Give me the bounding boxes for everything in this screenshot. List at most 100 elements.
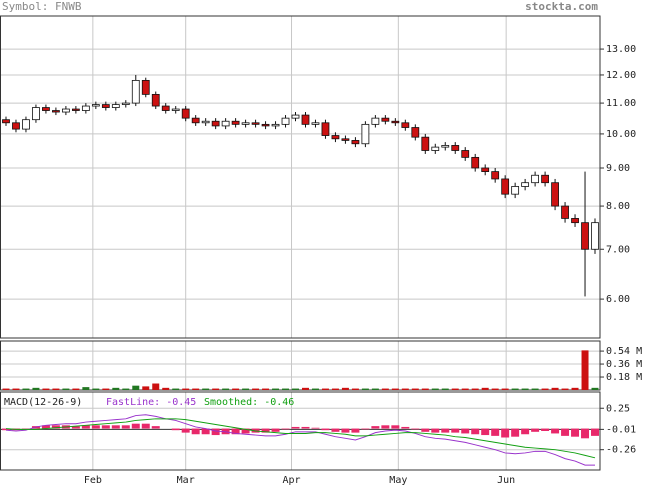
y-tick-label: 7.00	[606, 244, 630, 255]
candle-body	[121, 102, 130, 105]
volume-bar	[192, 388, 200, 390]
volume-bar	[421, 388, 429, 390]
volume-bar	[232, 388, 240, 390]
candle-body	[581, 222, 589, 250]
volume-bar	[162, 387, 170, 390]
panel-frame	[0, 340, 601, 391]
candle-body	[311, 122, 320, 125]
candle-body	[52, 110, 60, 113]
histogram-bar	[581, 428, 590, 439]
candle-body	[191, 117, 200, 124]
histogram-bar	[551, 428, 560, 434]
histogram-bar	[541, 428, 550, 431]
volume-bar	[481, 387, 489, 390]
candle-body	[351, 140, 360, 145]
volume-bar	[102, 388, 110, 390]
histogram-bar	[391, 425, 400, 429]
volume-bar	[471, 388, 479, 390]
candle-body	[571, 218, 579, 224]
symbol-label: Symbol: FNWB	[2, 0, 82, 13]
y-tick-label: 0.36 M	[606, 359, 642, 370]
volume-bar	[391, 388, 399, 390]
site-label: stockta.com	[525, 0, 598, 13]
volume-bar	[351, 388, 359, 390]
candle-body	[22, 119, 30, 130]
histogram-bar	[491, 428, 500, 436]
candle-body	[491, 171, 500, 180]
volume-bar	[551, 387, 559, 390]
candle-body	[61, 108, 70, 113]
volume-bar	[272, 388, 280, 390]
candle-body	[71, 108, 80, 111]
volume-bar	[12, 388, 20, 390]
histogram-bar	[261, 428, 270, 433]
histogram-bar	[571, 428, 580, 437]
volume-bar	[112, 387, 120, 390]
candle-body	[42, 107, 50, 111]
candle-body	[181, 108, 190, 119]
candle-body	[241, 122, 250, 125]
volume-bar	[72, 388, 80, 390]
volume-bar	[431, 388, 439, 390]
macd-line	[5, 418, 596, 459]
histogram-bar	[471, 428, 480, 435]
y-tick-label: 12.00	[606, 70, 636, 81]
volume-bar	[22, 388, 30, 390]
volume-bar	[142, 386, 150, 390]
histogram-bar	[201, 428, 210, 435]
y-tick-label: -0.01	[606, 424, 636, 435]
candle-body	[321, 122, 330, 136]
histogram-bar	[121, 425, 130, 429]
histogram-bar	[561, 428, 570, 436]
candle-body	[32, 107, 40, 121]
volume-bar	[311, 388, 319, 390]
histogram-bar	[361, 428, 370, 430]
volume-bar	[202, 388, 210, 390]
volume-bar	[331, 388, 339, 390]
candle-body	[371, 117, 380, 125]
candle-body	[81, 105, 90, 111]
histogram-bar	[411, 428, 420, 430]
candle-body	[591, 222, 599, 250]
candle-body	[2, 119, 10, 124]
histogram-bar	[81, 425, 90, 429]
histogram-bar	[231, 428, 240, 435]
volume-bar	[292, 388, 300, 390]
histogram-bar	[151, 426, 160, 429]
histogram-bar	[341, 428, 350, 433]
volume-bar	[561, 388, 569, 390]
candle-body	[501, 178, 510, 195]
histogram-bar	[41, 425, 50, 429]
candle-body	[531, 174, 540, 184]
candle-body	[12, 122, 20, 130]
histogram-bar	[371, 426, 380, 429]
y-tick-label: 9.00	[606, 163, 630, 174]
macd-line	[5, 414, 596, 466]
volume-bar	[531, 388, 539, 390]
histogram-bar	[1, 428, 10, 431]
histogram-bar	[511, 428, 520, 437]
histogram-bar	[241, 428, 250, 434]
y-tick-label: 11.00	[606, 98, 636, 109]
histogram-bar	[281, 428, 290, 430]
histogram-bar	[181, 428, 190, 433]
volume-bar	[52, 388, 60, 390]
volume-bar	[222, 388, 230, 390]
histogram-bar	[141, 423, 150, 429]
volume-bar	[2, 388, 10, 390]
x-tick-label: Mar	[177, 475, 195, 486]
volume-bar	[301, 387, 309, 390]
volume-bar	[172, 388, 180, 390]
volume-bar	[82, 387, 90, 390]
y-tick-label: 8.00	[606, 201, 630, 212]
macd-title: MACD(12-26-9)	[4, 397, 82, 408]
volume-bar	[571, 387, 579, 390]
volume-bar	[361, 388, 369, 390]
candle-body	[391, 120, 400, 124]
x-tick-label: Apr	[282, 475, 300, 486]
y-tick-label: 0.25	[606, 403, 630, 414]
histogram-bar	[191, 428, 200, 435]
volume-bar	[62, 388, 70, 390]
candle-body	[441, 145, 450, 148]
histogram-bar	[521, 428, 530, 435]
